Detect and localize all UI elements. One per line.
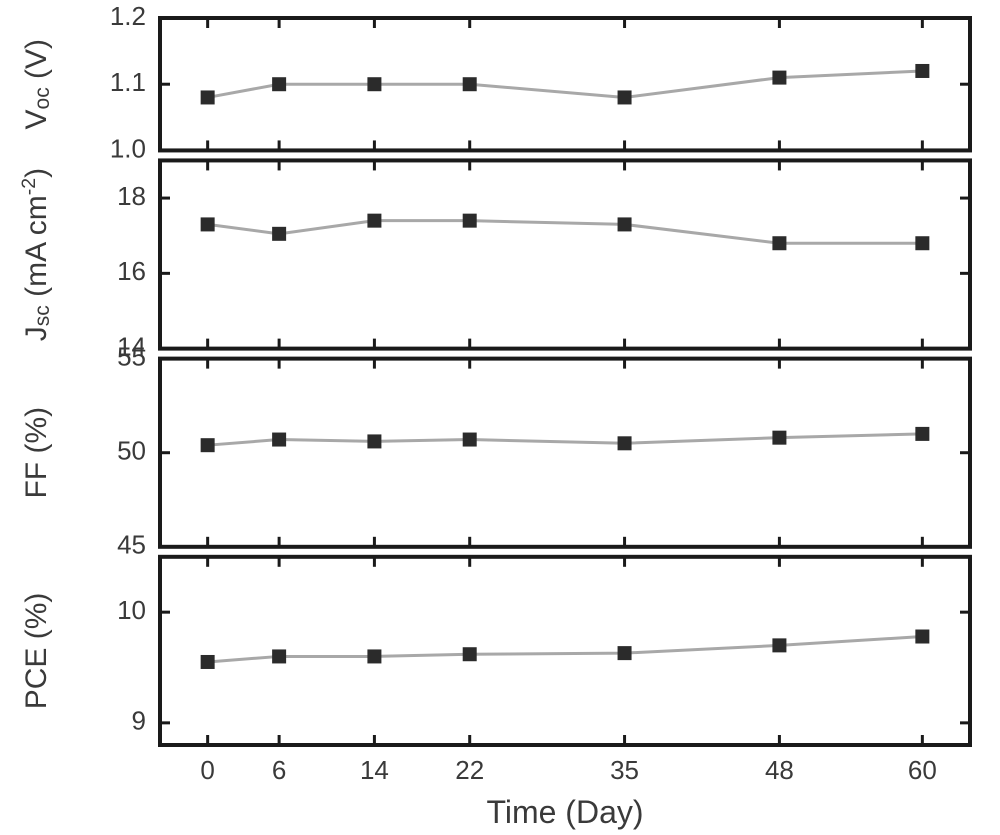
svg-text:Time (Day): Time (Day) [486, 794, 643, 830]
svg-text:48: 48 [765, 755, 794, 785]
svg-text:55: 55 [117, 341, 146, 371]
svg-text:50: 50 [117, 436, 146, 466]
stability-time-series-chart: 1.01.11.2Voc (V)141618Jsc (mA cm-2)45505… [0, 0, 1000, 835]
svg-text:6: 6 [272, 755, 286, 785]
svg-text:1.0: 1.0 [110, 133, 146, 163]
svg-text:18: 18 [117, 181, 146, 211]
svg-text:10: 10 [117, 595, 146, 625]
svg-text:1.1: 1.1 [110, 67, 146, 97]
svg-text:PCE (%): PCE (%) [20, 593, 53, 710]
svg-text:45: 45 [117, 530, 146, 560]
svg-text:14: 14 [360, 755, 389, 785]
svg-text:16: 16 [117, 256, 146, 286]
svg-text:35: 35 [610, 755, 639, 785]
svg-text:FF (%): FF (%) [20, 407, 53, 499]
svg-text:60: 60 [908, 755, 937, 785]
svg-text:Voc (V): Voc (V) [20, 39, 54, 130]
svg-text:9: 9 [132, 706, 146, 736]
svg-text:1.2: 1.2 [110, 1, 146, 31]
svg-text:22: 22 [455, 755, 484, 785]
svg-text:0: 0 [200, 755, 214, 785]
